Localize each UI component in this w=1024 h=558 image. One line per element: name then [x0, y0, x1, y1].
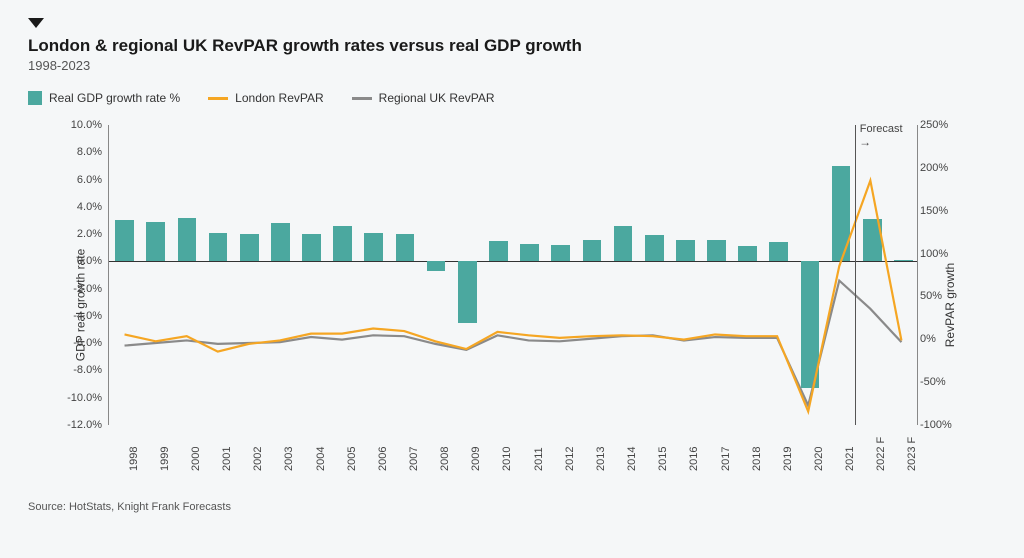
y-left-tick: 10.0% — [58, 119, 102, 131]
legend-london: London RevPAR — [208, 91, 324, 105]
x-tick-label: 2006 — [377, 447, 389, 471]
y-left-tick: 0.0% — [58, 255, 102, 267]
y-right-tick: -50% — [920, 376, 960, 388]
y-left-tick: -6.0% — [58, 337, 102, 349]
x-tick-label: 2023 F — [906, 437, 918, 471]
x-tick-label: 2007 — [408, 447, 420, 471]
line-series — [125, 281, 902, 406]
lines-layer — [109, 125, 917, 424]
x-tick-label: 2014 — [626, 447, 638, 471]
x-tick-label: 2000 — [190, 447, 202, 471]
y-left-tick: 4.0% — [58, 201, 102, 213]
y-right-tick: 50% — [920, 290, 960, 302]
x-tick-label: 2003 — [283, 447, 295, 471]
x-tick-label: 2005 — [346, 447, 358, 471]
y-left-tick: -8.0% — [58, 364, 102, 376]
caret-icon — [28, 18, 44, 28]
legend-regional-label: Regional UK RevPAR — [379, 91, 495, 105]
x-tick-label: 2008 — [439, 447, 451, 471]
swatch-london — [208, 97, 228, 100]
x-tick-label: 2021 — [844, 447, 856, 471]
x-tick-label: 2015 — [657, 447, 669, 471]
y-right-tick: 250% — [920, 119, 960, 131]
source-text: Source: HotStats, Knight Frank Forecasts — [28, 501, 996, 513]
line-series — [125, 181, 902, 412]
x-tick-label: 2002 — [252, 447, 264, 471]
y-right-tick: 100% — [920, 248, 960, 260]
legend-gdp: Real GDP growth rate % — [28, 91, 180, 105]
x-tick-label: 2004 — [315, 447, 327, 471]
legend: Real GDP growth rate % London RevPAR Reg… — [28, 91, 996, 105]
x-tick-label: 1999 — [159, 447, 171, 471]
chart-area: GDP real growth rate RevPAR growth 10.0%… — [28, 115, 988, 495]
chart-subtitle: 1998-2023 — [28, 58, 996, 73]
y-left-tick: 2.0% — [58, 228, 102, 240]
x-tick-label: 2012 — [564, 447, 576, 471]
y-right-tick: 200% — [920, 162, 960, 174]
y-left-tick: -4.0% — [58, 310, 102, 322]
x-tick-label: 2011 — [533, 447, 545, 471]
y-right-tick: -100% — [920, 419, 960, 431]
y-left-tick: -10.0% — [58, 392, 102, 404]
x-axis-labels: 1998 1999 2000 2001 2002 2003 2004 2005 2006 2007… — [108, 435, 918, 495]
legend-regional: Regional UK RevPAR — [352, 91, 495, 105]
y-left-tick: 8.0% — [58, 146, 102, 158]
y-left-tick: 6.0% — [58, 174, 102, 186]
x-tick-label: 2013 — [595, 447, 607, 471]
x-tick-label: 2016 — [688, 447, 700, 471]
chart-title: London & regional UK RevPAR growth rates… — [28, 36, 996, 56]
x-tick-label: 2022 F — [875, 437, 887, 471]
y-left-tick: -2.0% — [58, 283, 102, 295]
x-tick-label: 2018 — [751, 447, 763, 471]
plot-region: Forecast → — [108, 125, 918, 425]
legend-gdp-label: Real GDP growth rate % — [49, 91, 180, 105]
y-right-tick: 150% — [920, 205, 960, 217]
forecast-arrow-icon: → — [859, 135, 871, 149]
forecast-divider — [855, 125, 856, 425]
swatch-gdp — [28, 91, 42, 105]
x-tick-label: 2009 — [470, 447, 482, 471]
x-tick-label: 2001 — [221, 447, 233, 471]
x-tick-label: 2020 — [813, 447, 825, 471]
y-left-tick: -12.0% — [58, 419, 102, 431]
x-tick-label: 2019 — [782, 447, 794, 471]
swatch-regional — [352, 97, 372, 100]
x-tick-label: 1998 — [128, 447, 140, 471]
legend-london-label: London RevPAR — [235, 91, 324, 105]
x-tick-label: 2017 — [720, 447, 732, 471]
y-right-tick: 0% — [920, 333, 960, 345]
x-tick-label: 2010 — [501, 447, 513, 471]
forecast-label: Forecast — [860, 123, 903, 135]
